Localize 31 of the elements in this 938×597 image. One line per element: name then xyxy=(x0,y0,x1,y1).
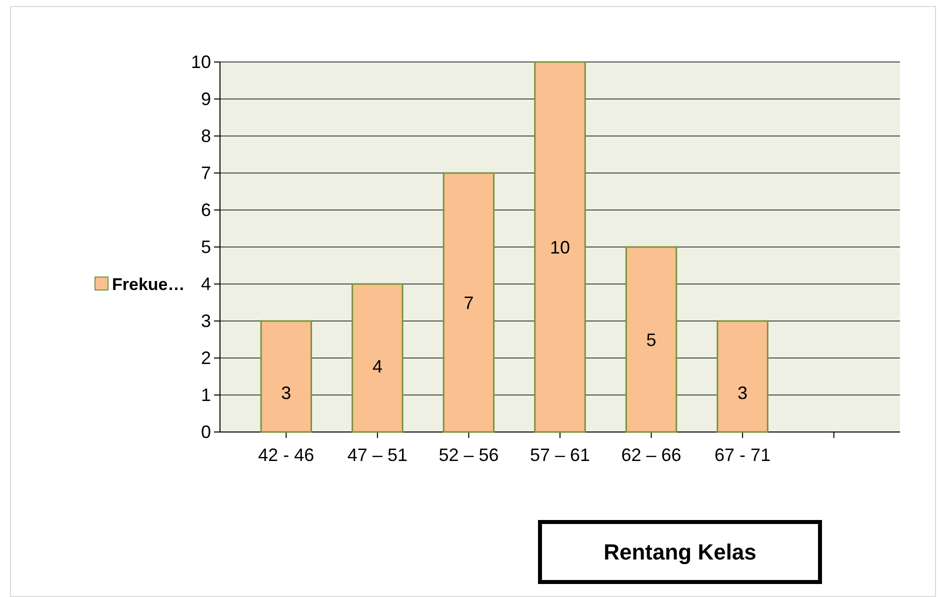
bar xyxy=(260,320,312,433)
data-label: 7 xyxy=(464,292,474,313)
x-axis-title: Rentang Kelas xyxy=(604,540,756,565)
y-tick-label: 2 xyxy=(200,348,211,368)
bar xyxy=(442,172,495,433)
bar xyxy=(534,61,586,433)
x-tick-label: 62 – 66 xyxy=(621,444,682,465)
x-tick-label: 52 – 56 xyxy=(438,444,499,465)
data-label: 10 xyxy=(550,237,570,258)
bar xyxy=(716,320,768,433)
y-tick-label: 7 xyxy=(200,162,211,183)
y-tick-label: 1 xyxy=(200,384,211,405)
data-label: 5 xyxy=(646,330,656,350)
bar xyxy=(625,246,678,433)
x-tick-label: 57 – 61 xyxy=(530,444,590,465)
bar xyxy=(352,283,404,433)
data-label: 4 xyxy=(372,356,382,376)
y-tick-label: 6 xyxy=(200,200,211,220)
y-tick-label: 0 xyxy=(200,422,211,442)
y-tick-label: 4 xyxy=(200,274,211,294)
legend-label: Frekue… xyxy=(112,275,185,294)
y-tick-label: 9 xyxy=(200,88,211,109)
x-tick-label: 42 - 46 xyxy=(258,444,314,465)
y-tick-label: 5 xyxy=(200,236,211,257)
x-tick-label: 67 - 71 xyxy=(714,444,771,465)
y-tick-label: 3 xyxy=(200,310,211,331)
data-label: 3 xyxy=(738,382,748,403)
y-tick-label: 8 xyxy=(200,126,211,146)
data-label: 3 xyxy=(281,382,292,403)
x-tick-label: 47 – 51 xyxy=(347,444,408,465)
y-tick-label: 10 xyxy=(190,52,211,72)
